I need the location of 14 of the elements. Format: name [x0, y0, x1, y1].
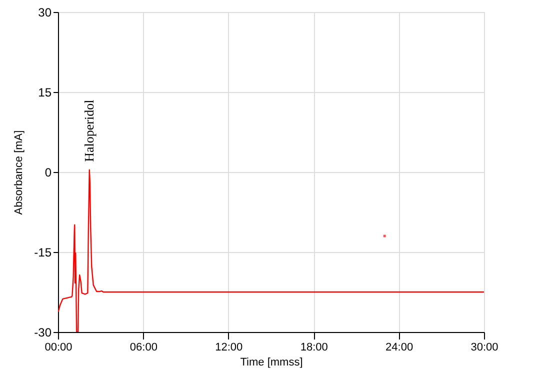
x-tick-label: 18:00: [300, 342, 328, 354]
y-tick-label: 30: [38, 6, 52, 20]
y-axis-title: Absorbance [mA]: [13, 130, 26, 215]
y-tick-label: -15: [34, 246, 52, 260]
x-tick-label: 00:00: [44, 342, 72, 354]
y-tick-label: 15: [38, 86, 52, 100]
x-tick-label: 24:00: [386, 342, 414, 354]
y-tick-label: 0: [44, 166, 52, 180]
annotation: Haloperidol: [81, 99, 96, 162]
y-tick-label: -30: [34, 326, 52, 340]
x-tick-label: 06:00: [130, 342, 158, 354]
x-tick-label: 30:00: [470, 342, 498, 354]
x-tick-label: 12:00: [215, 342, 243, 354]
x-axis-title: Time [mmss]: [240, 356, 303, 368]
